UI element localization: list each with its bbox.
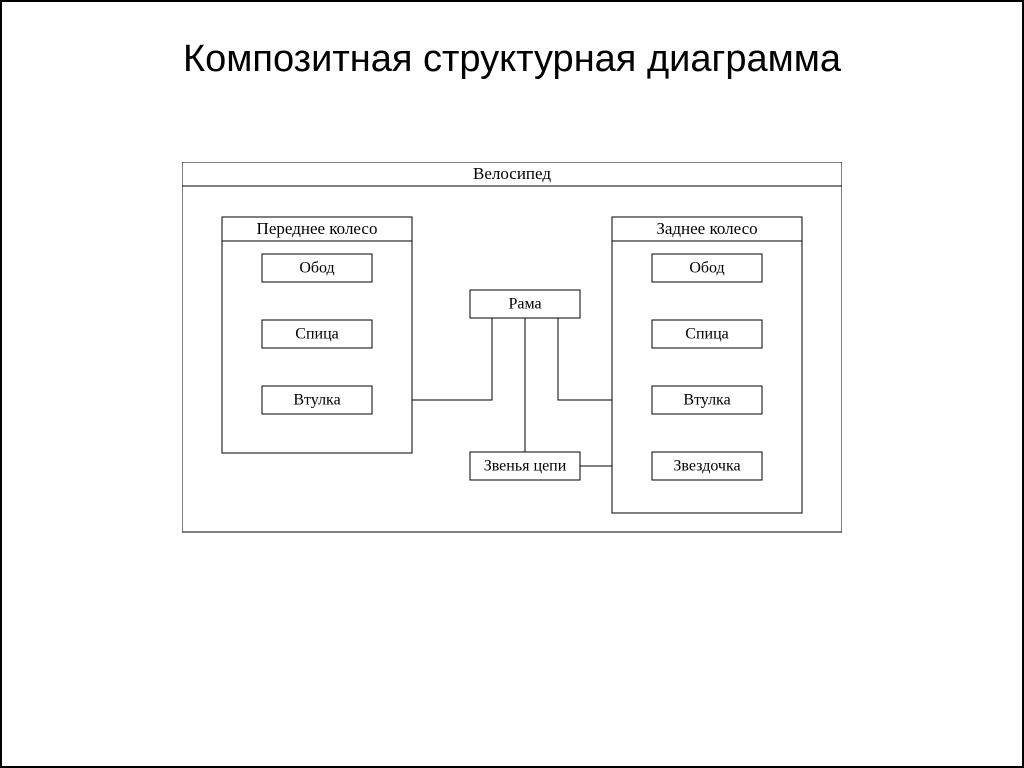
node-label-r_sprock: Звездочка [673, 458, 740, 475]
page-title: Композитная структурная диаграмма [2, 38, 1022, 81]
composite-diagram: Велосипед Переднее колесо Заднее колесо Обо… [182, 162, 842, 542]
diagram-svg: Велосипед Переднее колесо Заднее колесо Обо… [182, 162, 842, 542]
group-label-front_wheel: Переднее колесо [257, 219, 378, 238]
slide-frame: Композитная структурная диаграмма Велоси… [0, 0, 1024, 768]
node-label-frame: Рама [508, 296, 541, 313]
outer-label: Велосипед [473, 164, 551, 183]
node-label-r_rim: Обод [689, 260, 724, 277]
node-label-r_hub: Втулка [683, 392, 730, 409]
node-label-f_spoke: Спица [295, 326, 338, 343]
node-label-f_rim: Обод [299, 260, 334, 277]
group-label-rear_wheel: Заднее колесо [656, 219, 757, 238]
node-label-f_hub: Втулка [293, 392, 340, 409]
node-label-r_spoke: Спица [685, 326, 728, 343]
node-label-chain: Звенья цепи [484, 458, 567, 475]
